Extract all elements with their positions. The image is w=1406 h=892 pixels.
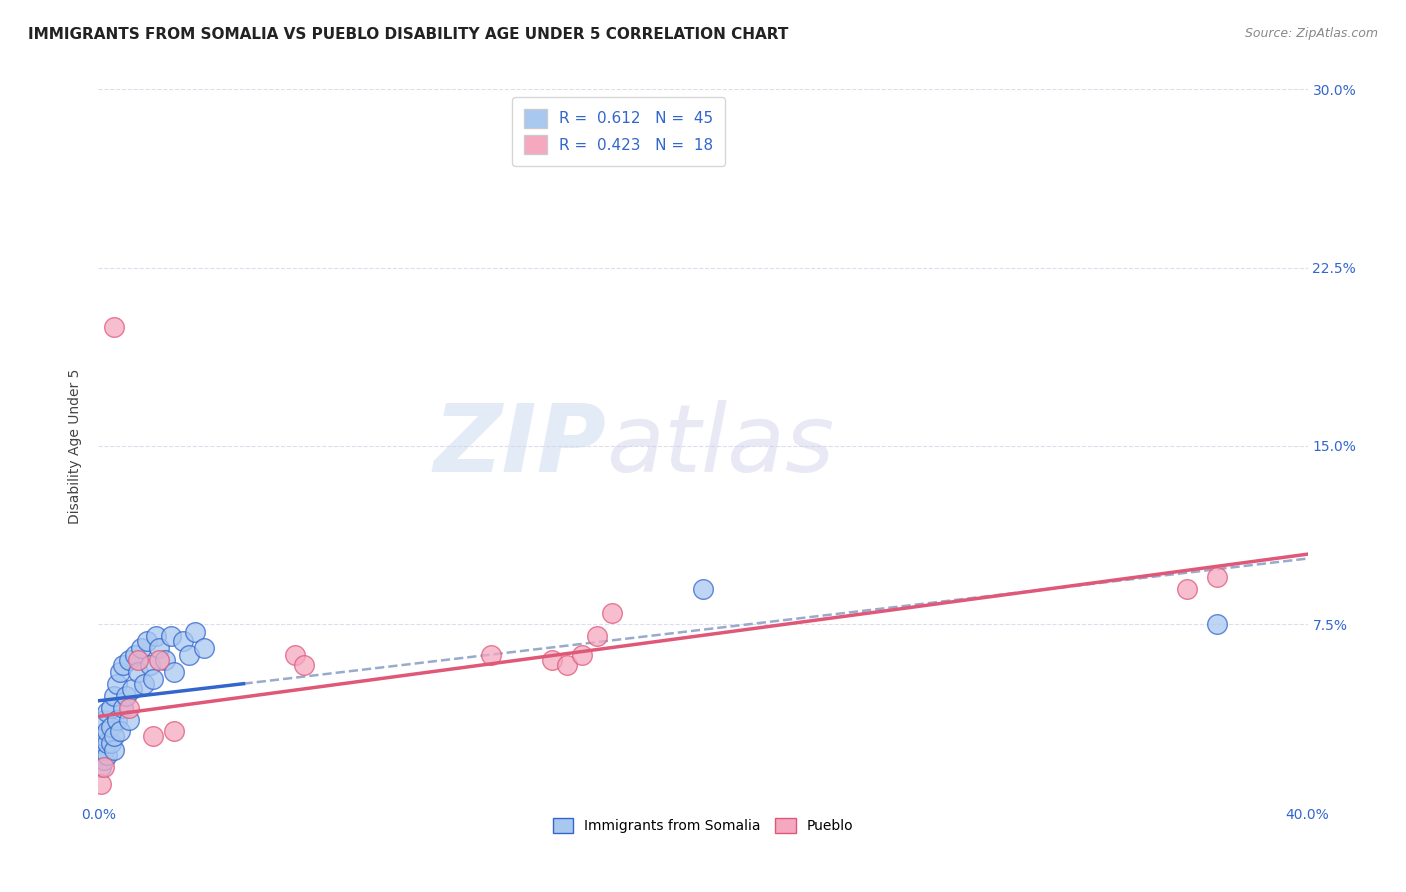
Point (1206, 617, 1229, 632)
Point (1175, 582, 1198, 596)
Point (135, 634, 157, 648)
Point (555, 657, 578, 672)
Point (90, 777, 112, 791)
Point (100, 720, 122, 734)
Point (153, 653, 176, 667)
Point (142, 729, 165, 743)
Point (118, 713, 141, 727)
Point (179, 648, 201, 663)
Text: Source: ZipAtlas.com: Source: ZipAtlas.com (1244, 27, 1378, 40)
Point (118, 700, 141, 714)
Point (93, 760, 115, 774)
Point (93, 743, 115, 757)
Point (90, 736, 112, 750)
Point (93, 713, 115, 727)
Point (108, 724, 131, 739)
Point (129, 641, 152, 656)
Point (90, 760, 112, 774)
Point (118, 653, 141, 667)
Point (121, 681, 143, 696)
Point (193, 641, 215, 656)
Point (96, 748, 118, 763)
Point (111, 700, 134, 714)
Point (184, 624, 207, 639)
Point (142, 672, 165, 686)
Point (100, 700, 122, 714)
Point (127, 653, 149, 667)
Point (148, 653, 170, 667)
Point (96, 706, 118, 720)
Point (114, 689, 136, 703)
Point (103, 743, 125, 757)
Point (602, 606, 624, 620)
Point (105, 677, 128, 691)
Point (692, 582, 714, 596)
Point (105, 713, 128, 727)
Point (292, 657, 315, 672)
Point (148, 641, 170, 656)
Point (90, 748, 112, 763)
Point (586, 629, 609, 643)
Point (103, 729, 125, 743)
Text: ZIP: ZIP (433, 400, 606, 492)
Legend: Immigrants from Somalia, Pueblo: Immigrants from Somalia, Pueblo (547, 813, 859, 838)
Text: IMMIGRANTS FROM SOMALIA VS PUEBLO DISABILITY AGE UNDER 5 CORRELATION CHART: IMMIGRANTS FROM SOMALIA VS PUEBLO DISABI… (28, 27, 789, 42)
Point (93, 729, 115, 743)
Point (93, 753, 115, 767)
Point (1206, 570, 1229, 584)
Point (540, 653, 562, 667)
Point (127, 665, 149, 679)
Point (163, 724, 186, 739)
Y-axis label: Disability Age Under 5: Disability Age Under 5 (69, 368, 83, 524)
Point (160, 629, 183, 643)
Point (100, 736, 122, 750)
Point (96, 724, 118, 739)
Point (163, 665, 186, 679)
Point (284, 648, 307, 663)
Point (103, 320, 125, 334)
Point (108, 665, 131, 679)
Point (124, 648, 146, 663)
Point (96, 736, 118, 750)
Point (145, 629, 167, 643)
Point (111, 657, 134, 672)
Point (139, 657, 162, 672)
Point (132, 677, 155, 691)
Point (172, 634, 194, 648)
Point (103, 689, 125, 703)
Point (481, 648, 503, 663)
Point (571, 648, 593, 663)
Text: atlas: atlas (606, 401, 835, 491)
